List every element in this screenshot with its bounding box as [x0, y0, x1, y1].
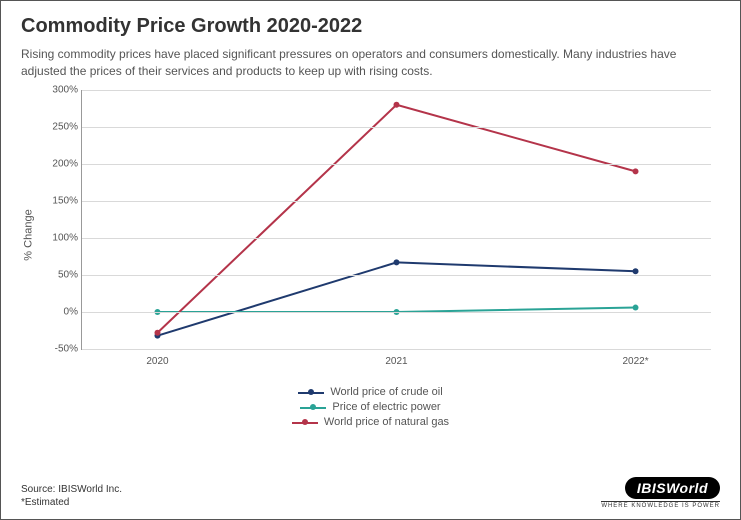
grid-line — [82, 90, 711, 91]
logo-tagline: WHERE KNOWLEDGE IS POWER — [601, 501, 720, 509]
logo-text: IBISWorld — [625, 477, 720, 499]
page-subtitle: Rising commodity prices have placed sign… — [21, 46, 711, 80]
y-tick-label: 100% — [40, 232, 78, 243]
y-tick-label: 200% — [40, 158, 78, 169]
series-line — [157, 262, 635, 335]
legend-label: World price of natural gas — [324, 416, 449, 428]
series-marker — [633, 168, 639, 174]
grid-line — [82, 312, 711, 313]
x-tick-label: 2022* — [622, 356, 648, 367]
grid-line — [82, 238, 711, 239]
legend: World price of crude oil Price of electri… — [21, 386, 720, 428]
grid-line — [82, 127, 711, 128]
x-tick-label: 2020 — [146, 356, 168, 367]
brand-logo: IBISWorld WHERE KNOWLEDGE IS POWER — [601, 477, 720, 509]
y-tick-label: -50% — [40, 343, 78, 354]
y-axis-label: % Change — [23, 209, 35, 260]
chart-card: Commodity Price Growth 2020-2022 Rising … — [0, 0, 741, 520]
x-tick-label: 2021 — [385, 356, 407, 367]
series-marker — [394, 259, 400, 265]
grid-line — [82, 349, 711, 350]
legend-label: Price of electric power — [332, 401, 440, 413]
y-tick-label: 300% — [40, 84, 78, 95]
estimate-note: *Estimated — [21, 496, 122, 509]
y-tick-label: 250% — [40, 121, 78, 132]
grid-line — [82, 164, 711, 165]
grid-line — [82, 201, 711, 202]
series-marker — [633, 304, 639, 310]
y-tick-label: 0% — [40, 306, 78, 317]
y-tick-label: 50% — [40, 269, 78, 280]
page-title: Commodity Price Growth 2020-2022 — [21, 15, 720, 38]
source-footer: Source: IBISWorld Inc. *Estimated — [21, 483, 122, 509]
y-tick-label: 150% — [40, 195, 78, 206]
chart-svg — [82, 90, 711, 349]
chart-container: % Change -50%0%50%100%150%200%250%300%20… — [31, 90, 711, 380]
series-marker — [394, 101, 400, 107]
legend-label: World price of crude oil — [330, 386, 442, 398]
series-line — [157, 104, 635, 332]
legend-item: Price of electric power — [300, 401, 440, 413]
series-marker — [154, 329, 160, 335]
legend-item: World price of crude oil — [298, 386, 442, 398]
grid-line — [82, 275, 711, 276]
plot-area: -50%0%50%100%150%200%250%300%20202021202… — [81, 90, 711, 350]
legend-item: World price of natural gas — [292, 416, 449, 428]
series-marker — [633, 268, 639, 274]
source-line: Source: IBISWorld Inc. — [21, 483, 122, 496]
